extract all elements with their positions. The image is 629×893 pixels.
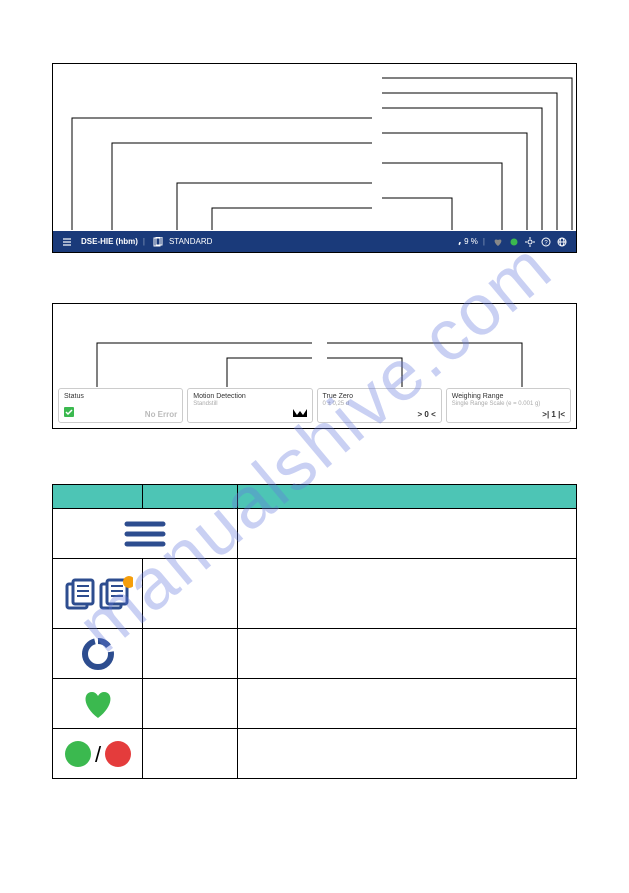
card-title: Status: [64, 393, 177, 400]
status-dots-icon: /: [53, 729, 142, 778]
checkbox-icon: [64, 407, 74, 419]
progress-icon: [451, 237, 461, 247]
card-value: No Error: [145, 410, 177, 419]
status-dot-icon: [509, 237, 519, 247]
mode-label: STANDARD: [169, 237, 212, 246]
card-title: Weighing Range: [452, 393, 565, 400]
device-name: DSE-HIE (hbm): [81, 237, 138, 246]
table-row: /: [53, 729, 577, 779]
menu-large-icon: [53, 509, 237, 558]
separator: |: [483, 237, 485, 246]
heart-large-icon: [53, 679, 142, 728]
table-header: [53, 485, 143, 509]
separator: |: [143, 237, 145, 246]
card-title: Motion Detection: [193, 393, 306, 400]
heart-icon: [493, 237, 503, 247]
table-row: [53, 559, 577, 629]
card-subtitle: Single Range Scale (e = 0.001 g): [452, 401, 565, 407]
icon-legend-table: /: [52, 484, 577, 779]
card-truezero: True Zero 0 ± 0,25 d > 0 <: [317, 388, 442, 423]
card-subtitle: 0 ± 0,25 d: [323, 401, 436, 407]
table-row: [53, 509, 577, 559]
card-value: > 0 <: [418, 410, 436, 419]
progress-pct: 9 %: [464, 237, 478, 246]
card-subtitle: Standstill: [193, 401, 306, 407]
card-motion: Motion Detection Standstill: [187, 388, 312, 423]
help-icon[interactable]: ?: [541, 237, 551, 247]
paramset-pair-icon: [53, 559, 142, 628]
motion-icon: [293, 409, 307, 419]
status-cards-row: Status No Error Motion Detection Standst…: [58, 388, 571, 423]
table-header-row: [53, 485, 577, 509]
svg-text:/: /: [94, 742, 101, 767]
table-row: [53, 629, 577, 679]
table-header: [238, 485, 577, 509]
table-row: [53, 679, 577, 729]
card-value: >| 1 |<: [542, 410, 565, 419]
paramset-icon[interactable]: [153, 237, 163, 247]
card-status: Status No Error: [58, 388, 183, 423]
brightness-icon[interactable]: [525, 237, 535, 247]
card-range: Weighing Range Single Range Scale (e = 0…: [446, 388, 571, 423]
table-header: [143, 485, 238, 509]
app-titlebar: DSE-HIE (hbm) | STANDARD 9 % | ?: [53, 231, 576, 252]
menu-icon[interactable]: [62, 237, 72, 247]
progress-ring-icon: [53, 629, 142, 678]
card-title: True Zero: [323, 393, 436, 400]
globe-icon[interactable]: [557, 237, 567, 247]
